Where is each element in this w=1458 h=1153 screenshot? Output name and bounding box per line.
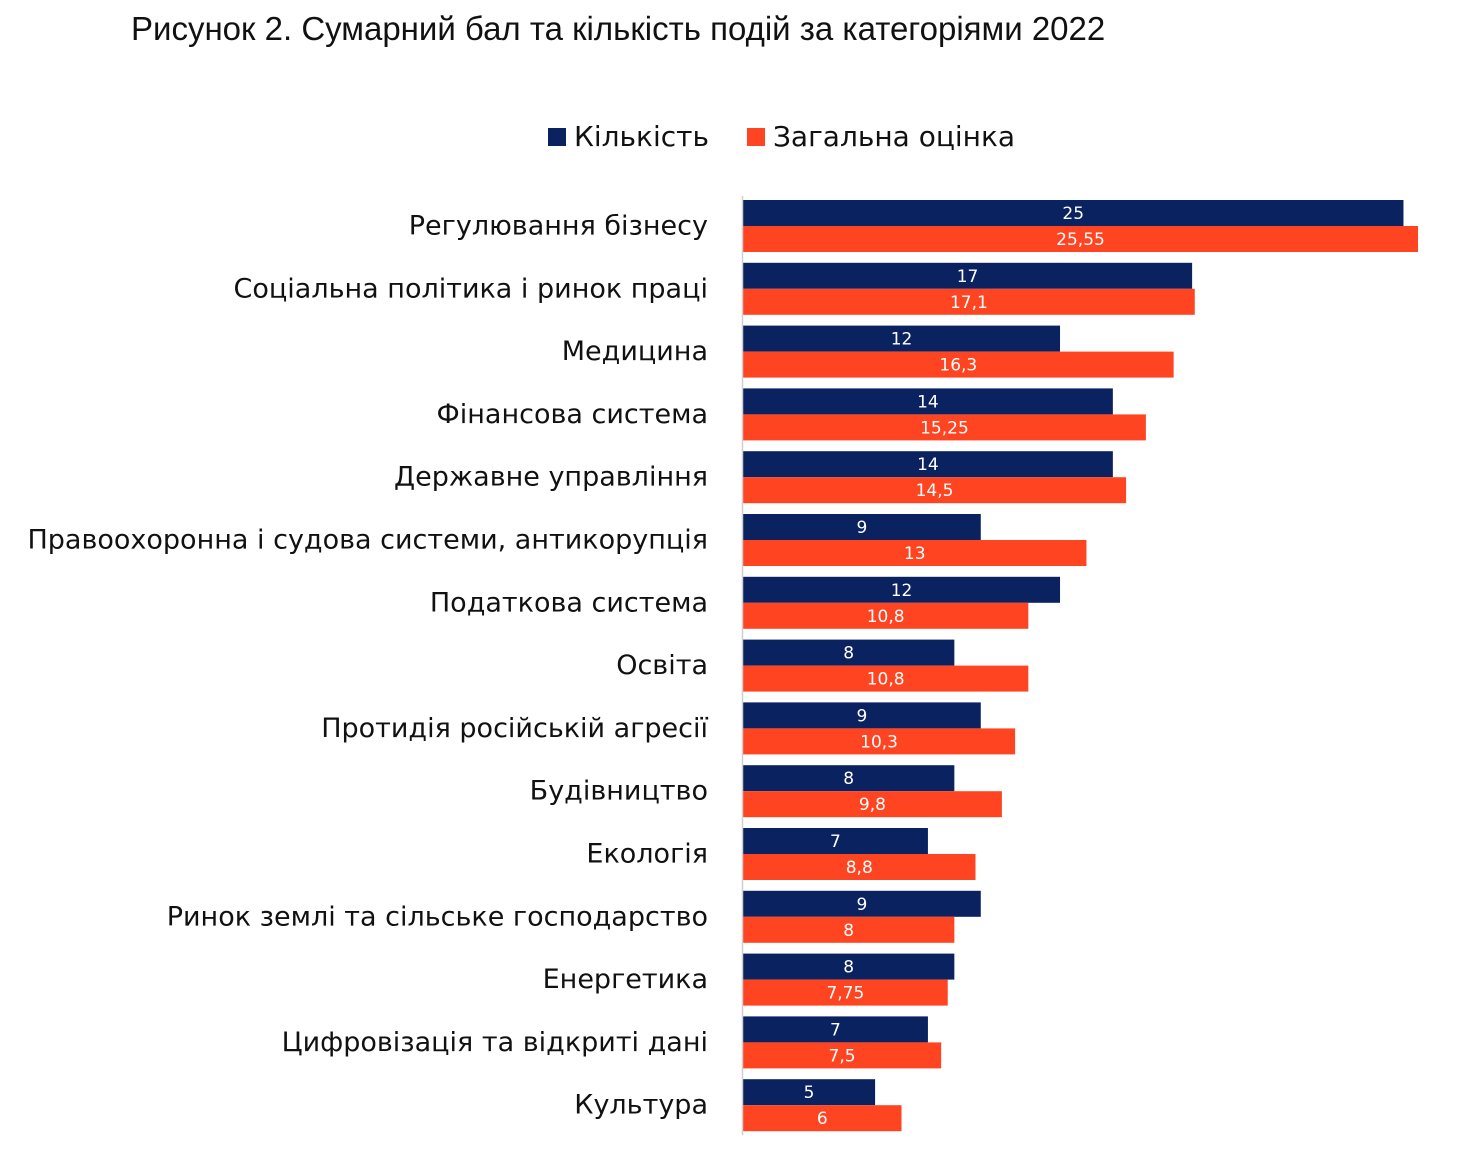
bar-score (743, 916, 955, 943)
bar-count (743, 1016, 928, 1043)
bar-score (743, 288, 1195, 315)
category-label: Правоохоронна і судова системи, антикору… (27, 525, 708, 556)
category-label: Освіта (616, 650, 708, 681)
bar-count (743, 639, 955, 666)
bar-score (743, 602, 1029, 629)
category-label: Регулювання бізнесу (409, 211, 708, 242)
bar-score (743, 1105, 902, 1132)
category-label: Енергетика (543, 964, 708, 995)
category-label: Фінансова система (437, 399, 709, 430)
data-label-count: 8 (843, 769, 854, 789)
bar-count (743, 953, 955, 980)
bar-count (743, 576, 1061, 603)
bar-count (743, 262, 1193, 289)
legend-item-score: Загальна оцінка (746, 120, 1016, 153)
data-label-count: 17 (957, 267, 979, 287)
bar-score (743, 351, 1174, 378)
bar-score (743, 665, 1029, 692)
category-label: Медицина (562, 336, 708, 367)
data-label-count: 8 (843, 644, 854, 664)
data-label-score: 14,5 (916, 481, 954, 501)
data-label-count: 25 (1062, 204, 1084, 224)
bar-score (743, 791, 1002, 818)
data-label-score: 7,75 (826, 984, 864, 1004)
category-label: Культура (574, 1090, 708, 1121)
category-label: Податкова система (430, 587, 708, 618)
bar-count (743, 890, 981, 917)
data-label-count: 5 (804, 1083, 815, 1103)
bar-count (743, 702, 981, 729)
bar-count (743, 514, 981, 540)
bar-score (743, 226, 1418, 252)
data-label-score: 10,3 (860, 732, 898, 752)
bar-score (743, 854, 976, 880)
bar-score (743, 414, 1146, 441)
legend-swatch-score (746, 127, 765, 146)
data-label-count: 9 (856, 518, 867, 538)
data-label-count: 9 (856, 706, 867, 726)
legend-label-count: Кількість (574, 120, 709, 153)
bar-score (743, 540, 1087, 566)
data-label-score: 8 (843, 921, 854, 941)
data-label-count: 8 (843, 958, 854, 978)
bar-count (743, 828, 928, 854)
legend-item-count: Кількість (548, 120, 709, 153)
data-label-count: 12 (891, 581, 913, 601)
bar-score (743, 979, 948, 1006)
data-label-score: 15,25 (920, 418, 969, 438)
category-label: Соціальна політика і ринок праці (234, 273, 708, 304)
category-label: Цифровізація та відкриті дані (282, 1027, 708, 1058)
bar-score (743, 477, 1127, 504)
data-label-score: 25,55 (1056, 230, 1105, 250)
category-label: Протидія російській агресії (321, 713, 708, 744)
data-label-score: 10,8 (867, 670, 905, 690)
category-label: Ринок землі та сільське господарство (167, 901, 708, 932)
data-label-count: 7 (830, 832, 841, 852)
data-label-count: 7 (830, 1020, 841, 1040)
data-label-score: 8,8 (846, 858, 873, 878)
bar-count (743, 451, 1113, 478)
bar-count (743, 765, 955, 792)
legend-swatch-count (548, 127, 566, 146)
legend-label-score: Загальна оцінка (772, 120, 1016, 153)
bar-count (743, 325, 1061, 352)
figure-title: Рисунок 2. Сумарний бал та кількість под… (131, 10, 1106, 47)
data-label-count: 14 (917, 392, 939, 412)
legend: Кількість Загальна оцінка (548, 120, 1053, 153)
category-label: Екологія (586, 839, 708, 870)
data-label-score: 10,8 (867, 607, 905, 627)
data-label-score: 7,5 (829, 1046, 856, 1066)
bar-count (743, 200, 1404, 226)
data-label-score: 9,8 (859, 795, 886, 815)
data-label-score: 6 (817, 1109, 828, 1129)
data-label-score: 17,1 (950, 293, 988, 313)
bar-score (743, 728, 1016, 755)
data-label-count: 9 (856, 895, 867, 915)
data-label-score: 13 (904, 544, 926, 564)
data-label-count: 12 (891, 330, 913, 350)
bar-count (743, 388, 1113, 415)
bar-score (743, 1042, 942, 1069)
data-label-score: 16,3 (939, 356, 977, 376)
data-label-count: 14 (917, 455, 939, 475)
category-label: Будівництво (530, 776, 708, 807)
category-label: Державне управління (394, 462, 708, 493)
bar-count (743, 1079, 876, 1106)
